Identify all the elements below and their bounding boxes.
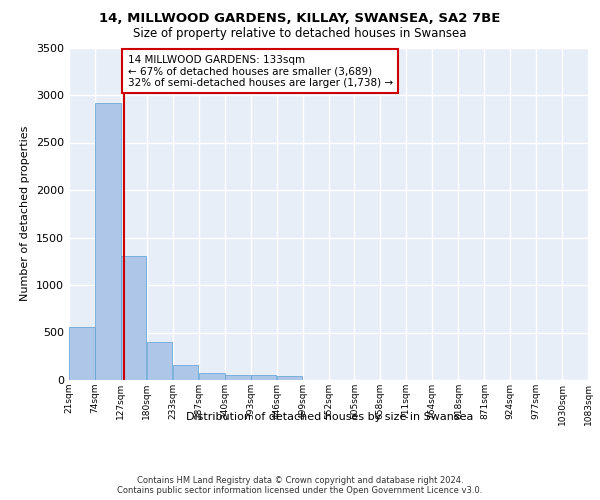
Bar — [147, 342, 172, 380]
Bar — [251, 375, 277, 380]
Bar — [69, 327, 95, 380]
Y-axis label: Number of detached properties: Number of detached properties — [20, 126, 31, 302]
Bar — [225, 375, 251, 380]
Bar — [95, 102, 121, 380]
Text: 14, MILLWOOD GARDENS, KILLAY, SWANSEA, SA2 7BE: 14, MILLWOOD GARDENS, KILLAY, SWANSEA, S… — [100, 12, 500, 26]
Bar — [199, 373, 224, 380]
Text: Contains HM Land Registry data © Crown copyright and database right 2024.: Contains HM Land Registry data © Crown c… — [137, 476, 463, 485]
Bar — [277, 376, 302, 380]
Text: Size of property relative to detached houses in Swansea: Size of property relative to detached ho… — [133, 28, 467, 40]
Bar — [173, 366, 198, 380]
Text: 14 MILLWOOD GARDENS: 133sqm
← 67% of detached houses are smaller (3,689)
32% of : 14 MILLWOOD GARDENS: 133sqm ← 67% of det… — [128, 54, 393, 88]
Bar — [121, 256, 146, 380]
Text: Distribution of detached houses by size in Swansea: Distribution of detached houses by size … — [187, 412, 473, 422]
Text: Contains public sector information licensed under the Open Government Licence v3: Contains public sector information licen… — [118, 486, 482, 495]
